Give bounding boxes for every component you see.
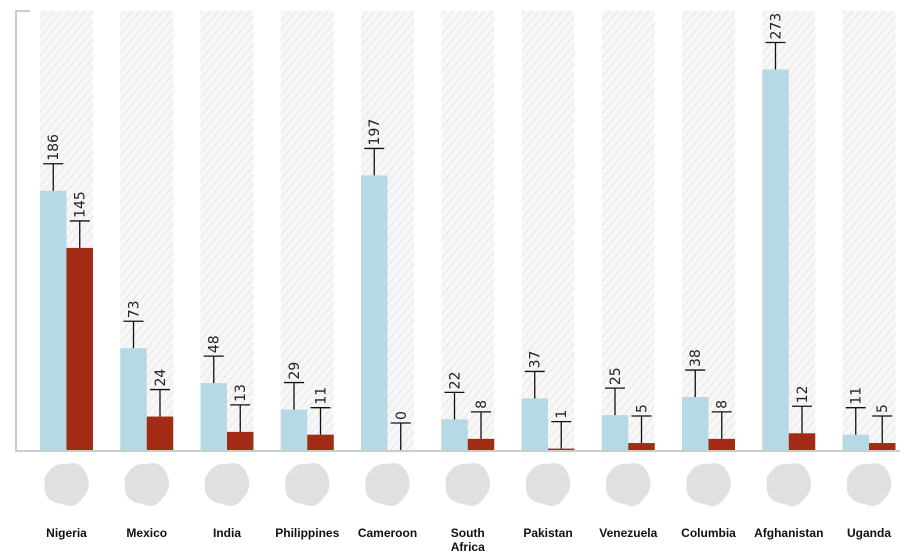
panel-columbia: [682, 11, 735, 450]
value-label-afghanistan-series-2: 12: [795, 385, 811, 403]
category-label-venezuela: Venezuela: [599, 526, 657, 540]
bar-venezuela-series-1: [601, 415, 629, 450]
value-label-mexico-series-2: 24: [153, 369, 169, 387]
bar-mexico-series-2: [146, 416, 174, 450]
map-icon-pakistan: [526, 463, 571, 506]
value-label-cameroon-series-2: 0: [394, 411, 410, 420]
bar-pakistan-series-1: [521, 398, 548, 450]
bar-pakistan-series-2: [548, 448, 575, 450]
value-label-philippines-series-1: 29: [287, 362, 303, 380]
category-label-afghanistan: Afghanistan: [754, 526, 823, 540]
value-label-uganda-series-2: 5: [875, 404, 891, 413]
value-label-nigeria-series-2: 145: [73, 191, 89, 218]
value-label-mexico-series-1: 73: [127, 300, 143, 318]
map-icon-south-africa: [445, 463, 490, 506]
value-label-uganda-series-1: 11: [849, 387, 865, 405]
category-label-nigeria: Nigeria: [46, 526, 87, 540]
bar-mexico-series-1: [120, 348, 147, 450]
category-label-philippines: Philippines: [275, 526, 339, 540]
category-label-columbia: Columbia: [681, 526, 736, 540]
category-label-layer: Nigeria Mexico India Philippines Cameroon Sou…: [46, 526, 891, 554]
panel-south-africa: [441, 11, 495, 450]
category-label-mexico: Mexico: [126, 526, 167, 540]
bar-columbia-series-2: [708, 438, 735, 450]
baseline-bracket: [15, 10, 900, 452]
value-label-south-africa-series-1: 22: [448, 372, 464, 390]
map-icon-layer: [44, 463, 892, 506]
map-icon-mexico: [124, 463, 169, 506]
bar-south-africa-series-2: [467, 438, 495, 450]
value-label-india-series-2: 13: [233, 384, 249, 402]
value-label-philippines-series-2: 11: [314, 387, 330, 405]
map-icon-india: [205, 463, 250, 506]
value-label-nigeria-series-1: 186: [46, 134, 62, 161]
panel-philippines: [280, 11, 334, 450]
map-icon-cameroon: [365, 463, 410, 506]
bar-philippines-series-1: [280, 409, 308, 450]
value-label-india-series-1: 48: [207, 335, 223, 353]
bar-uganda-series-2: [869, 443, 896, 450]
map-icon-columbia: [686, 463, 731, 506]
map-icon-uganda: [847, 463, 892, 506]
panel-venezuela: [601, 11, 655, 450]
value-label-cameroon-series-1: 197: [367, 119, 383, 146]
category-label-cameroon: Cameroon: [358, 526, 417, 540]
category-label-south-africa: South: [451, 526, 485, 540]
bar-india-series-2: [227, 431, 254, 450]
bar-afghanistan-series-1: [762, 69, 789, 451]
value-label-layer: 186 145 73 24 48 13 29 11 197 0 22 8 37 1 25 5 38 8 273 12 1…: [46, 13, 891, 420]
bar-nigeria-series-1: [40, 190, 67, 450]
panel-uganda: [842, 11, 896, 450]
bar-columbia-series-1: [682, 397, 709, 450]
category-label-uganda: Uganda: [847, 526, 891, 540]
value-label-venezuela-series-2: 5: [635, 404, 651, 413]
bar-layer: [40, 41, 896, 451]
bar-uganda-series-1: [842, 434, 869, 450]
bar-cameroon-series-1: [361, 175, 388, 450]
category-label-pakistan: Pakistan: [523, 526, 572, 540]
bar-philippines-series-2: [307, 434, 334, 450]
value-label-afghanistan-series-1: 273: [769, 13, 785, 40]
panel-india: [200, 11, 254, 450]
value-label-columbia-series-2: 8: [715, 400, 731, 409]
bar-afghanistan-series-2: [788, 433, 816, 450]
map-icon-afghanistan: [766, 463, 811, 506]
value-label-columbia-series-1: 38: [688, 349, 704, 367]
value-label-pakistan-series-1: 37: [528, 351, 544, 369]
bar-india-series-1: [200, 383, 227, 450]
category-label-south-africa-line-2: Africa: [451, 540, 485, 554]
bar-venezuela-series-2: [628, 443, 655, 450]
value-label-pakistan-series-2: 1: [554, 410, 570, 419]
map-icon-philippines: [285, 463, 330, 506]
value-label-south-africa-series-2: 8: [474, 400, 490, 409]
category-label-india: India: [213, 526, 241, 540]
map-icon-nigeria: [44, 463, 89, 506]
bar-south-africa-series-1: [441, 419, 468, 450]
value-label-venezuela-series-1: 25: [608, 367, 624, 385]
bar-nigeria-series-2: [66, 247, 93, 450]
panel-pakistan: [521, 11, 575, 450]
map-icon-venezuela: [606, 463, 651, 506]
